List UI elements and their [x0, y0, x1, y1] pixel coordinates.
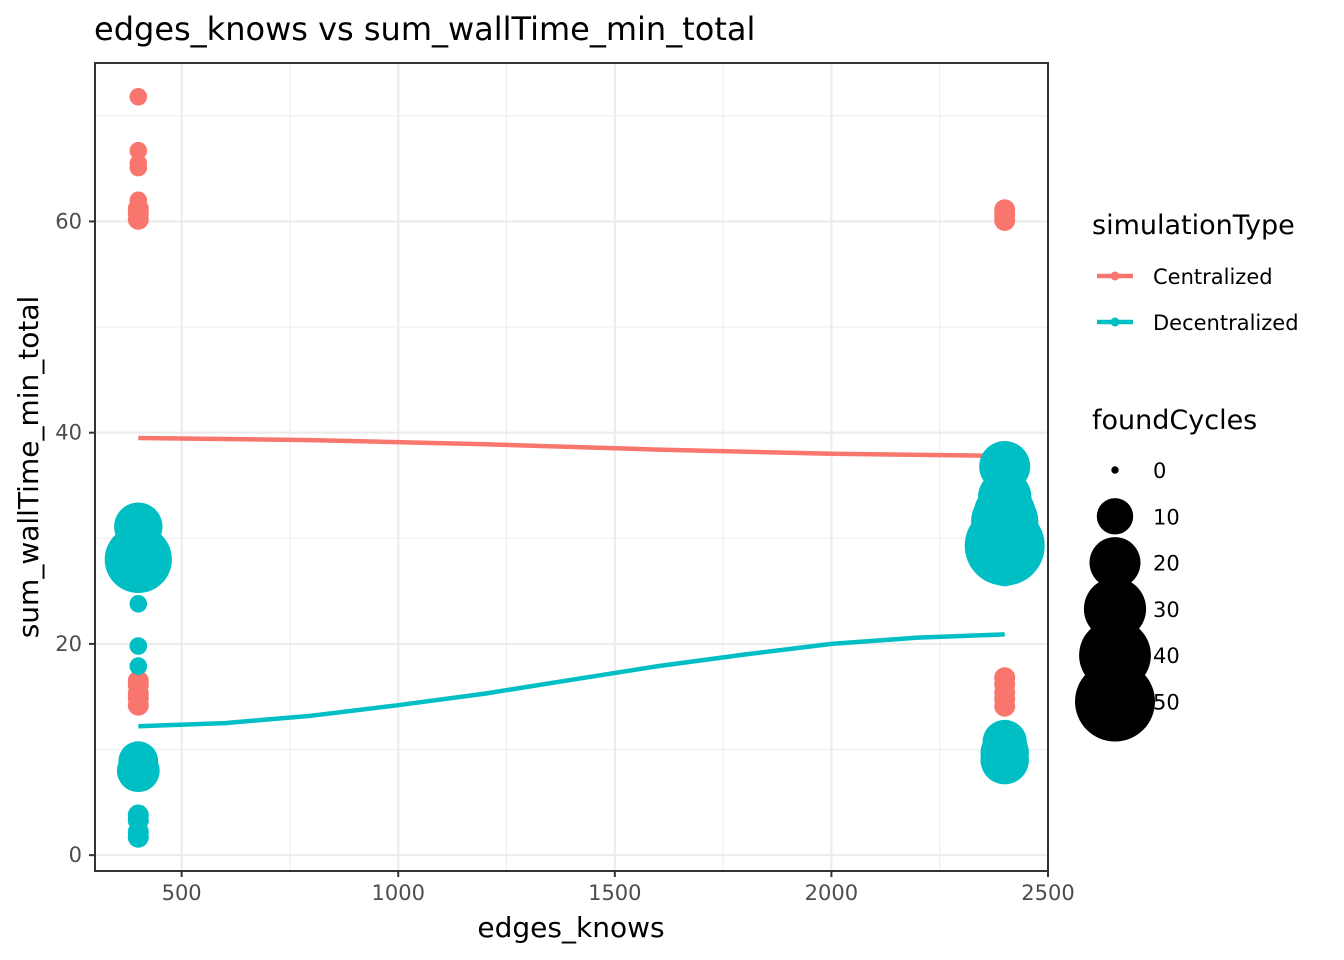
plot-panel-border — [94, 62, 1049, 872]
x-tick-label: 1000 — [372, 881, 425, 905]
data-point-decentralized — [988, 553, 1022, 587]
legend-size-title: foundCycles — [1092, 405, 1257, 436]
legend-color-keys: Centralized Decentralized — [1097, 265, 1299, 335]
smooth-line-decentralized — [138, 632, 1005, 729]
chart-title: edges_knows vs sum_wallTime_min_total — [94, 10, 755, 48]
legend-color-title: simulationType — [1092, 210, 1295, 241]
data-points — [104, 88, 1045, 848]
legend-size-label: 0 — [1153, 459, 1166, 483]
y-axis: 0 20 40 60 — [55, 209, 95, 867]
legend-size-point — [1096, 498, 1134, 535]
data-point-decentralized — [129, 657, 148, 675]
x-axis: 500 1000 1500 2000 2500 — [162, 871, 1075, 905]
legend-size-label: 40 — [1153, 644, 1180, 668]
data-point-centralized — [994, 695, 1016, 717]
x-tick-label: 2500 — [1021, 881, 1074, 905]
x-tick-label: 1500 — [588, 881, 641, 905]
smooth-line-centralized — [138, 435, 1005, 459]
legend-size-point — [1111, 466, 1119, 474]
y-tick-label: 40 — [55, 421, 82, 445]
x-tick-label: 500 — [162, 881, 202, 905]
data-point-decentralized — [129, 637, 148, 655]
data-point-centralized — [127, 694, 149, 716]
legend-size-keys: 0 10 20 30 40 50 — [1075, 459, 1180, 742]
grid-minor — [95, 63, 1048, 871]
legend: simulationType CentralizedDecentralized … — [1075, 210, 1299, 742]
data-point-centralized — [129, 158, 148, 177]
data-point-centralized — [129, 141, 148, 160]
legend-size-point — [1089, 537, 1141, 589]
x-axis-title: edges_knows — [477, 911, 664, 944]
data-point-decentralized — [127, 826, 149, 848]
x-tick-label: 2000 — [805, 881, 858, 905]
data-point-decentralized — [116, 749, 160, 793]
legend-size-label: 30 — [1153, 598, 1180, 622]
legend-key-point — [1110, 271, 1120, 281]
data-point-decentralized — [964, 505, 1045, 586]
data-point-decentralized — [104, 525, 172, 594]
data-point-decentralized — [129, 595, 148, 613]
smooth-lines — [138, 435, 1005, 729]
grid-major — [95, 63, 1049, 871]
data-point-centralized — [994, 209, 1016, 231]
legend-label-centralized: Centralized — [1153, 265, 1273, 289]
data-point-centralized — [127, 208, 149, 230]
y-tick-label: 60 — [55, 209, 82, 233]
y-axis-title: sum_wallTime_min_total — [12, 296, 45, 639]
y-tick-label: 0 — [69, 843, 82, 867]
legend-size-label: 20 — [1153, 552, 1180, 576]
data-point-centralized — [129, 88, 148, 106]
data-point-decentralized — [980, 735, 1029, 785]
y-tick-label: 20 — [55, 632, 82, 656]
legend-size-label: 10 — [1153, 505, 1180, 529]
legend-size-point — [1075, 661, 1155, 742]
plot-panel — [95, 63, 1048, 871]
legend-key-point — [1110, 317, 1120, 327]
legend-label-decentralized: Decentralized — [1153, 311, 1299, 335]
legend-size-label: 50 — [1153, 691, 1180, 715]
